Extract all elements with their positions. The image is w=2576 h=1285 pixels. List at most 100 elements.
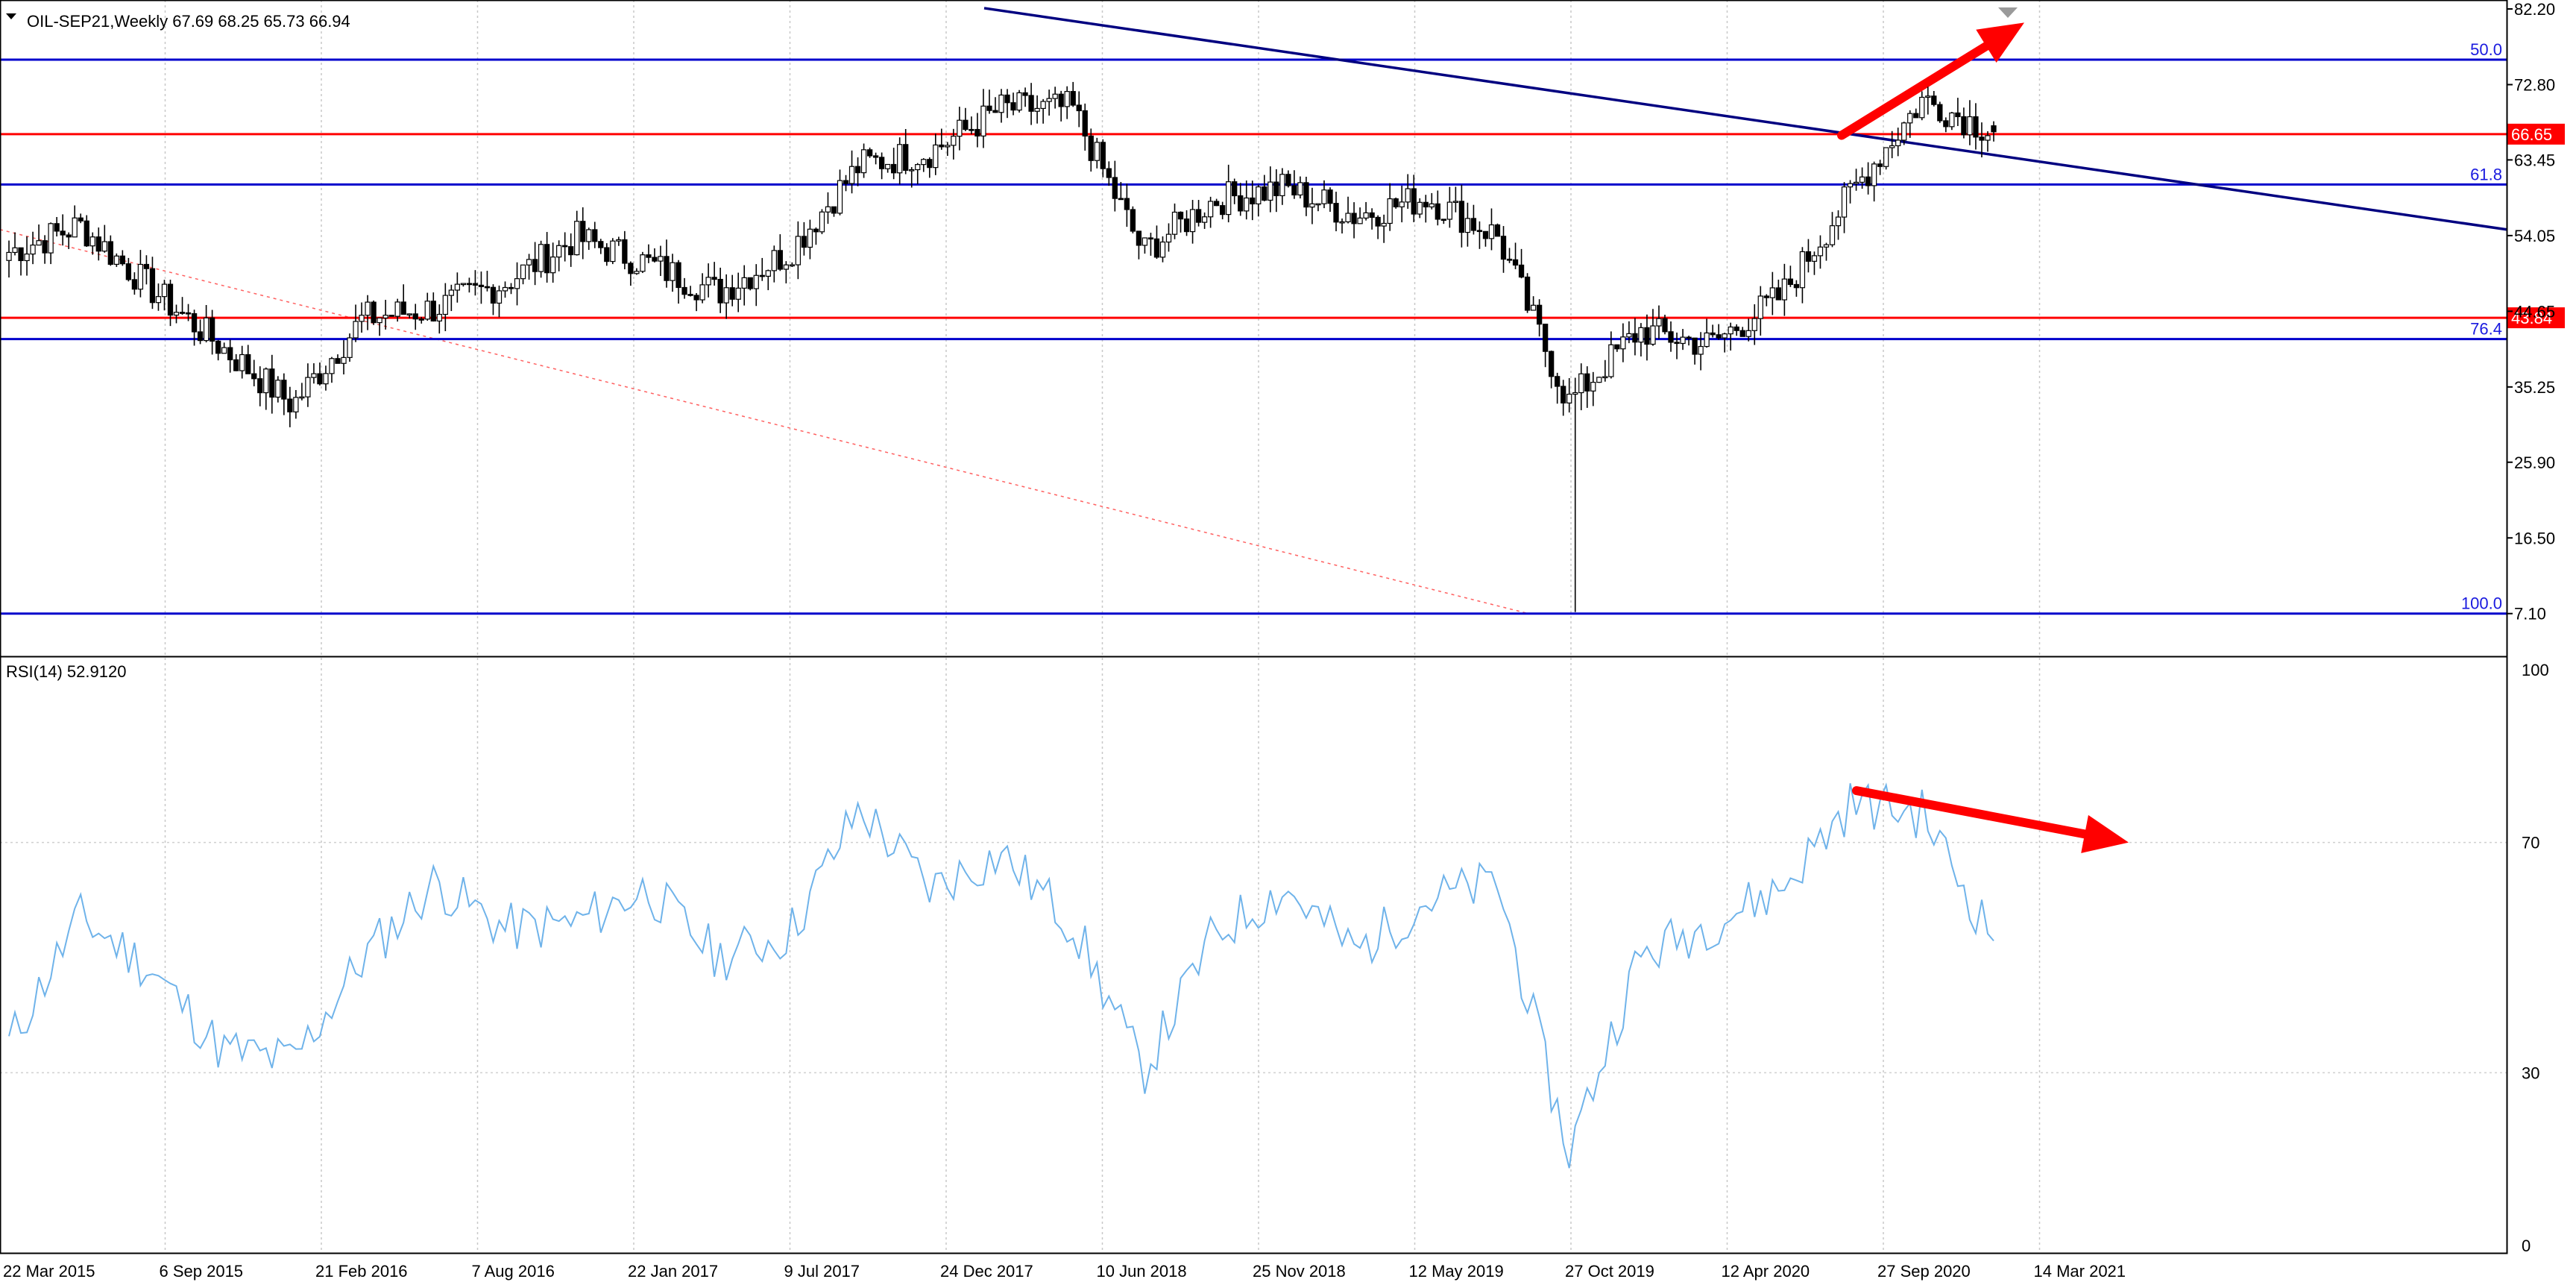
candle-body — [1943, 120, 1949, 128]
axis-labels: 22 Mar 2015 6 Sep 2015 21 Feb 2016 7 Aug 20… — [3, 0, 2555, 1281]
candle-body — [1118, 198, 1124, 201]
candle-body — [1458, 201, 1465, 233]
candle-body — [1357, 217, 1363, 224]
candle-body — [556, 245, 562, 258]
candle-body — [1189, 209, 1196, 233]
candle-body — [167, 283, 174, 316]
candle-body — [1470, 218, 1477, 231]
candle-body — [454, 283, 461, 291]
candle-body — [329, 358, 335, 374]
candle-body — [969, 128, 974, 131]
candle-body — [1799, 251, 1806, 289]
candle-body — [1034, 107, 1040, 112]
candle-body — [550, 257, 556, 274]
candle-body — [257, 378, 263, 394]
candle-body — [1835, 216, 1842, 227]
candle-body — [209, 317, 215, 342]
candle-body — [866, 149, 873, 157]
candle-body — [131, 279, 138, 290]
candle-body — [442, 295, 448, 315]
price-up-arrow[interactable] — [1837, 22, 2024, 140]
candle-body — [616, 239, 622, 242]
candle-body — [1082, 110, 1088, 137]
x-tick-label: 14 Mar 2021 — [2034, 1262, 2126, 1281]
collapse-triangle-icon[interactable] — [6, 13, 16, 19]
candle-body — [1662, 318, 1668, 333]
candle-body — [155, 296, 162, 304]
candle-body — [1674, 342, 1680, 345]
price-axis-label: 16.50 — [2514, 529, 2555, 547]
candle-body — [1256, 186, 1262, 205]
candle-body — [1244, 197, 1250, 212]
candle-body — [1883, 147, 1889, 167]
price-axis-label: 82.20 — [2514, 0, 2555, 19]
candle-body — [394, 301, 400, 317]
candle-body — [382, 315, 388, 318]
candle-body — [1321, 189, 1327, 204]
candle-body — [460, 283, 467, 286]
candle-body — [18, 247, 24, 262]
candle-body — [406, 313, 412, 315]
price-axis-label: 72.80 — [2514, 75, 2555, 94]
candle-body — [1961, 116, 1967, 136]
rsi-down-arrow-shaft — [1852, 786, 2090, 839]
candle-body — [1250, 197, 1256, 205]
candle-body — [1668, 331, 1674, 343]
candle-body — [107, 241, 113, 266]
candle-body — [1692, 337, 1698, 355]
candle-body — [986, 105, 992, 111]
candle-body — [89, 236, 95, 247]
candle-body — [1536, 304, 1543, 325]
candle-body — [1141, 237, 1148, 246]
candle-body — [681, 286, 687, 295]
candle-body — [705, 277, 711, 286]
candle-body — [753, 274, 759, 289]
candle-body — [1387, 198, 1393, 224]
candle-body — [771, 250, 777, 271]
candle-body — [66, 234, 72, 238]
candle-body — [1345, 213, 1351, 223]
price-panel-header[interactable]: OIL-SEP21,Weekly 67.69 68.25 65.73 66.94 — [6, 12, 350, 31]
candle-body — [1847, 183, 1854, 188]
candle-body — [1440, 219, 1446, 222]
candle-body — [1620, 336, 1626, 350]
candle-body — [634, 271, 640, 274]
candle-body — [1787, 278, 1794, 286]
candle-body — [1733, 326, 1739, 331]
candle-body — [1859, 176, 1865, 183]
candle-body — [1644, 327, 1650, 345]
candle-body — [161, 283, 168, 298]
candle-body — [54, 223, 60, 232]
candle-body — [1016, 92, 1022, 111]
candle-body — [1411, 188, 1417, 215]
candle-body — [1811, 255, 1818, 262]
candle-body — [741, 277, 747, 289]
candle-body — [400, 301, 406, 315]
rsi-down-arrow[interactable] — [1852, 786, 2129, 853]
candle-body — [12, 247, 18, 254]
candle-body — [448, 289, 454, 296]
candle-body — [586, 229, 592, 242]
candle-body — [1058, 93, 1064, 107]
candle-body — [945, 145, 951, 148]
descending-trendline[interactable] — [983, 7, 2507, 231]
candle-body — [1895, 139, 1901, 147]
candle-body — [640, 254, 646, 272]
x-tick-label: 22 Jan 2017 — [628, 1262, 718, 1281]
candle-body — [1238, 195, 1244, 212]
candle-body — [371, 301, 377, 324]
candle-body — [526, 259, 532, 266]
candle-body — [1279, 174, 1285, 197]
candle-body — [1303, 182, 1309, 208]
candle-body — [848, 166, 855, 184]
candle-body — [891, 163, 897, 174]
candle-body — [1028, 95, 1034, 112]
candle-body — [1656, 318, 1662, 327]
candle-body — [341, 356, 347, 364]
candle-body — [60, 230, 66, 236]
x-tick-label: 22 Mar 2015 — [3, 1262, 95, 1281]
candle-body — [1369, 212, 1375, 219]
candle-body — [801, 236, 807, 248]
rsi-series — [8, 782, 2129, 1169]
candle-body — [777, 250, 783, 270]
